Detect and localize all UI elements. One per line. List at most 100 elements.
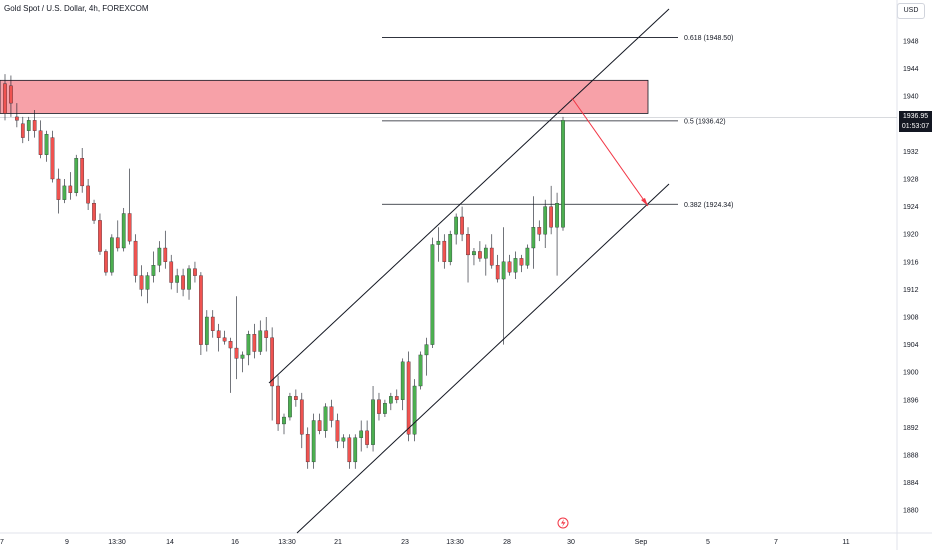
- candle-body: [9, 85, 13, 104]
- fib-level-label: 0.382 (1924.34): [684, 202, 733, 209]
- x-tick-label: 14: [166, 539, 174, 546]
- candle-body: [347, 437, 352, 463]
- candle-body: [317, 420, 322, 432]
- candle-body: [501, 261, 506, 280]
- candle-body: [353, 437, 358, 463]
- candle-body: [175, 275, 179, 283]
- candle-body: [448, 234, 453, 262]
- candle-body: [472, 251, 476, 256]
- y-tick-label: 1924: [903, 204, 919, 211]
- candle-body: [537, 227, 542, 235]
- x-tick-label: 13:30: [278, 539, 296, 546]
- projection-arrow: [571, 97, 649, 207]
- candle-body: [555, 202, 559, 228]
- candle-body: [531, 227, 536, 249]
- resistance-zone-layer: [0, 79, 649, 114]
- candle-body: [311, 420, 316, 463]
- candle-body: [460, 216, 464, 235]
- channel-lower-line: [296, 183, 670, 534]
- y-tick-label: 1944: [903, 66, 919, 73]
- misc-layer: [557, 517, 569, 529]
- candle-body: [483, 247, 488, 259]
- y-tick-label: 1904: [903, 342, 919, 349]
- candle-body: [210, 316, 215, 331]
- candle-body: [151, 265, 156, 276]
- candle-body: [466, 234, 470, 256]
- y-tick-label: 1880: [903, 508, 919, 515]
- candle-body: [62, 185, 67, 200]
- candles-layer: [3, 74, 565, 469]
- candle-body: [305, 434, 310, 463]
- candle-body: [561, 120, 565, 228]
- candle-body: [32, 120, 37, 131]
- x-tick-label: 16: [231, 539, 239, 546]
- candle-body: [240, 354, 245, 359]
- y-tick-label: 1896: [903, 397, 919, 404]
- candle-body: [513, 258, 518, 273]
- candle-body: [341, 437, 346, 442]
- candle-body: [246, 334, 251, 356]
- x-tick-label: 7: [0, 539, 4, 546]
- y-tick-label: 1884: [903, 480, 919, 487]
- y-tick-label: 1912: [903, 287, 919, 294]
- candle-body: [121, 213, 126, 249]
- candle-body: [549, 206, 553, 228]
- candle-body: [44, 133, 49, 155]
- candle-body: [276, 385, 280, 425]
- candle-body: [294, 396, 298, 400]
- candle-body: [181, 275, 185, 290]
- candle-body: [454, 216, 458, 235]
- bar-countdown: 01:53:07: [901, 123, 930, 130]
- candle-body: [519, 258, 524, 266]
- y-tick-label: 1916: [903, 259, 919, 266]
- candle-body: [80, 158, 85, 187]
- fib-level-label: 0.5 (1936.42): [684, 118, 726, 125]
- current-price-value: 1936.95: [902, 113, 929, 120]
- candle-body: [299, 399, 304, 435]
- candle-body: [489, 247, 494, 266]
- candle-body: [288, 396, 292, 418]
- x-tick-label: Sep: [635, 539, 648, 546]
- candle-body: [525, 247, 530, 266]
- candle-body: [86, 185, 90, 204]
- candle-body: [92, 202, 96, 221]
- y-tick-label: 1928: [903, 177, 919, 184]
- candle-body: [104, 251, 108, 273]
- candle-body: [110, 237, 114, 273]
- candle-body: [389, 396, 393, 404]
- y-tick-label: 1888: [903, 453, 919, 460]
- candle-body: [234, 347, 239, 359]
- candle-body: [228, 340, 233, 349]
- candle-body: [38, 130, 43, 155]
- candle-body: [204, 316, 209, 345]
- x-tick-label: 23: [401, 539, 409, 546]
- candle-body: [115, 237, 120, 249]
- candle-body: [430, 244, 435, 345]
- channel-upper-line: [268, 8, 670, 384]
- candle-body: [424, 344, 429, 356]
- resistance-zone: [0, 79, 649, 114]
- candle-body: [436, 240, 441, 245]
- candle-body: [371, 399, 375, 445]
- candle-body: [68, 185, 73, 193]
- x-tick-label: 5: [706, 539, 710, 546]
- candle-body: [15, 116, 19, 121]
- candle-body: [329, 406, 334, 421]
- candle-body: [323, 406, 328, 432]
- candle-body: [543, 206, 548, 235]
- candle-body: [418, 354, 423, 387]
- candle-body: [216, 330, 221, 338]
- fib-level-label: 0.618 (1948.50): [684, 35, 733, 42]
- projection-layer: [571, 97, 649, 207]
- candle-body: [507, 261, 512, 273]
- current-price-badge: 1936.95 01:53:07: [899, 111, 932, 132]
- candle-body: [74, 158, 79, 193]
- y-tick-label: 1940: [903, 94, 919, 101]
- candle-body: [163, 247, 168, 262]
- x-tick-label: 30: [567, 539, 575, 546]
- x-tick-label: 13:30: [446, 539, 464, 546]
- candle-body: [377, 399, 381, 414]
- candle-body: [258, 330, 263, 352]
- candle-body: [20, 123, 25, 138]
